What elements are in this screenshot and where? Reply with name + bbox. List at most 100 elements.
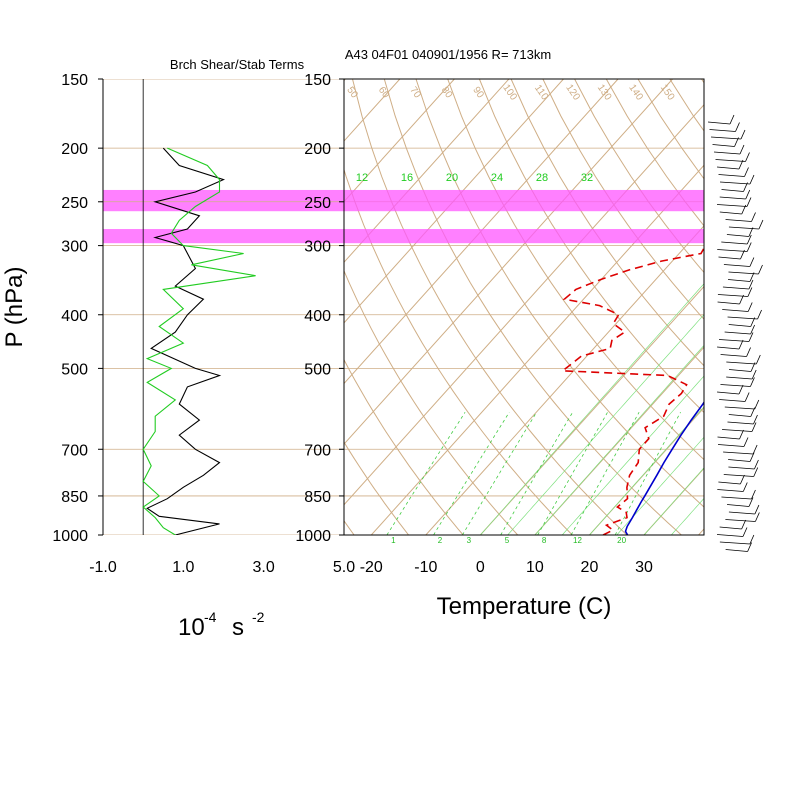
mixing-ratio-line [614,412,681,535]
wind-barb [721,496,752,500]
mixing-ratio-label: 3 [467,536,472,545]
wind-barb-flag [740,249,745,260]
wind-barb-flag [750,324,755,335]
temperature-line [624,400,704,535]
wind-barb-flag [753,467,759,477]
left-y-tick-label: 700 [61,442,88,459]
wind-barb [717,444,745,447]
wind-barb-flag [742,527,748,537]
wind-barb-flag [746,197,752,207]
isotherm-line [643,467,704,535]
dry-adiabat-line [344,358,464,535]
wind-barb-flag [745,189,751,200]
isotherm-line [344,79,401,142]
wind-barb-flag [746,234,752,245]
wind-barb-flag [747,542,752,552]
right-x-tick-label: -20 [360,559,383,576]
wind-barb-flag [750,362,756,372]
theta-e-label: 32 [581,172,593,184]
wind-barb-flag [746,347,751,357]
isotherm-line [479,285,704,535]
isotherm-line [589,406,704,535]
mixing-ratio-label: 5 [505,536,510,545]
wind-barb [727,279,751,282]
isotherm-line [534,346,704,535]
wind-barb [716,534,744,537]
wind-barb [723,474,754,477]
right-y-tick-label: 400 [304,308,331,325]
wind-barb-flag [758,264,763,275]
wind-barb-flag [729,114,735,125]
wind-barb [724,331,751,335]
theta-e-label: 20 [446,172,458,184]
wind-barb [726,361,757,365]
dry-adiabat-line [765,79,800,535]
dry-adiabat-line [797,79,800,535]
right-y-tick-label: 300 [304,239,331,256]
wind-barb [716,204,748,207]
diagram-top-label: 60 [376,85,392,101]
isotherm-line [344,79,619,385]
diagram-top-label: 110 [532,83,550,103]
wind-barb-flag [751,489,756,500]
moist-adiabat-line [480,283,704,535]
left-y-tick-label: 1000 [52,528,88,545]
wind-barb-flag [750,317,756,327]
dry-adiabat-line [574,79,704,274]
wind-barb [717,436,740,440]
wind-barb [728,369,752,372]
moist-adiabat-line [643,467,704,535]
right-x-tick-label: 0 [476,559,485,576]
wind-barb-flag [746,242,752,252]
right-x-tick-label: 30 [635,559,653,576]
right-x-tick-label: 20 [581,559,599,576]
wind-barb [719,196,746,200]
wind-barb-flag [747,302,753,312]
moist-adiabat-line [561,375,704,535]
moist-adiabat-line [616,436,704,535]
mixing-ratio-line [462,411,537,535]
mixing-ratio-label: 1 [391,536,396,545]
dry-adiabat-line [701,79,704,84]
wind-barb [721,241,748,245]
wind-barb-flag [740,129,746,140]
wind-barb [728,324,751,327]
wind-barb-flag [743,182,748,192]
wind-barb-flag [750,407,756,417]
right-panel-title: A43 04F01 040901/1956 R= 713km [345,47,551,62]
wind-barb [728,414,751,417]
mixing-ratio-line [570,412,640,535]
skewt-background-lines [344,79,800,535]
wind-barb-flag [755,512,760,522]
wind-barb-flag [749,452,755,462]
wind-barb [719,526,742,530]
wind-barb [724,406,755,410]
diagram-top-label: 70 [407,85,423,101]
right-y-tick-label: 250 [304,195,331,212]
isotherm-line [753,79,800,535]
wind-barb [722,286,749,290]
wind-barb [723,451,754,455]
left-y-tick-label: 400 [61,308,88,325]
wind-barb [726,234,749,237]
highlight-layers [103,189,704,244]
wind-barb [718,256,741,260]
moist-adiabat-line [507,314,704,535]
wind-barb-flag [754,399,760,410]
wind-barb [728,511,755,515]
dry-adiabat-line [447,79,704,461]
wind-barb-flag [743,437,749,447]
wind-barb-flag [745,152,750,162]
wind-barb [710,136,742,140]
left-x-axis-label: 10 -4 s -2 [178,609,265,641]
wind-barb-flag [748,279,754,290]
diagram-top-label: 80 [439,85,455,101]
wind-barb-flag [757,309,762,320]
right-y-tick-label: 150 [304,72,331,89]
diagram-top-label: 90 [470,85,486,101]
left-panel-title: Brch Shear/Stab Terms [170,57,305,72]
dry-adiabat-line [344,441,409,535]
left-x-label-unit: s [232,614,244,641]
